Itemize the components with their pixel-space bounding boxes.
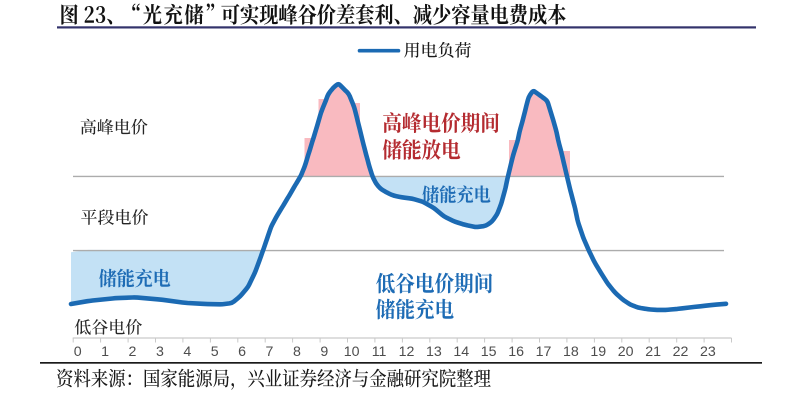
svg-text:23: 23 <box>700 344 716 360</box>
svg-text:16: 16 <box>508 344 524 360</box>
svg-text:15: 15 <box>481 344 497 360</box>
svg-text:6: 6 <box>238 344 246 360</box>
svg-text:4: 4 <box>183 344 191 360</box>
svg-text:10: 10 <box>344 344 360 360</box>
svg-text:14: 14 <box>453 344 469 360</box>
svg-text:11: 11 <box>372 344 387 360</box>
svg-text:3: 3 <box>156 344 164 360</box>
svg-text:22: 22 <box>673 344 689 360</box>
svg-text:21: 21 <box>645 344 661 360</box>
svg-text:8: 8 <box>293 344 301 360</box>
svg-text:0: 0 <box>74 344 82 360</box>
svg-text:5: 5 <box>211 344 219 360</box>
svg-text:17: 17 <box>536 344 552 360</box>
svg-text:7: 7 <box>266 344 274 360</box>
svg-text:2: 2 <box>129 344 137 360</box>
svg-text:20: 20 <box>618 344 634 360</box>
svg-text:13: 13 <box>426 344 442 360</box>
svg-text:18: 18 <box>563 344 579 360</box>
svg-text:12: 12 <box>399 344 415 360</box>
svg-text:19: 19 <box>590 344 606 360</box>
svg-text:1: 1 <box>101 344 109 360</box>
svg-text:9: 9 <box>320 344 328 360</box>
